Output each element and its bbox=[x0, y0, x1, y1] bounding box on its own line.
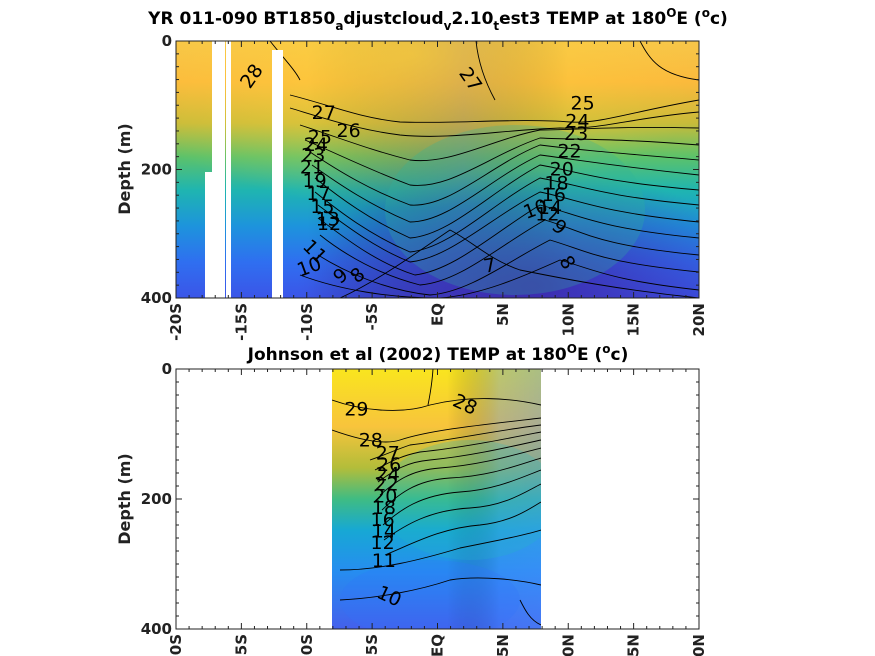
bottom-contour-label: 20 bbox=[373, 485, 397, 507]
top-contour-label: 25 bbox=[308, 126, 332, 148]
bottom-title: Johnson et al (2002) TEMP at 180OE (oc) bbox=[247, 342, 629, 365]
top-contour-label: 20 bbox=[550, 159, 574, 181]
bottom-contour-label: 26 bbox=[377, 454, 401, 476]
top-ylabel: Depth (m) bbox=[115, 123, 134, 215]
bottom-x-tick-label: 20N bbox=[690, 634, 708, 656]
bottom-contour-label: 14 bbox=[372, 521, 396, 543]
top-contour-label: 25 bbox=[571, 92, 595, 114]
top-x-tick-label: 10N bbox=[559, 303, 577, 336]
top-contours bbox=[269, 41, 699, 298]
top-x-tick-label: 20N bbox=[690, 303, 708, 336]
top-x-tick-label: EQ bbox=[429, 303, 447, 326]
bottom-x-tick-label: -15S bbox=[232, 634, 250, 656]
bottom-x-tick-label: 5N bbox=[494, 634, 512, 656]
bottom-x-tick-label: -10S bbox=[298, 634, 316, 656]
bottom-y-tick-label: 400 bbox=[141, 620, 172, 638]
top-contour-label: 23 bbox=[564, 123, 588, 145]
top-contour-label: 14 bbox=[538, 197, 562, 219]
top-x-tick-label: -15S bbox=[232, 303, 250, 341]
bottom-x-tick-label: 10N bbox=[559, 634, 577, 656]
bottom-y-tick-label: 0 bbox=[162, 360, 172, 378]
top-x-tick-label: -20S bbox=[167, 303, 185, 341]
top-x-tick-label: 15N bbox=[625, 303, 643, 336]
bottom-contour-label: 27 bbox=[376, 443, 400, 465]
bottom-y-tick-label: 200 bbox=[141, 490, 172, 508]
top-contour-label: 18 bbox=[544, 173, 568, 195]
top-x-tick-label: -10S bbox=[298, 303, 316, 341]
bottom-contour-label: 29 bbox=[344, 398, 368, 420]
top-contour-label: 16 bbox=[542, 184, 566, 206]
top-contour-label: 26 bbox=[336, 120, 360, 142]
bottom-x-tick-label: -20S bbox=[167, 634, 185, 656]
top-contour-label: 22 bbox=[557, 141, 581, 163]
top-y-tick-label: 200 bbox=[141, 161, 172, 179]
bottom-contour-label: 24 bbox=[376, 463, 400, 485]
top-x-tick-label: 5N bbox=[494, 303, 512, 326]
bottom-heatmap bbox=[332, 369, 541, 629]
top-contour-label: 27 bbox=[312, 102, 336, 124]
bottom-contour-label: 22 bbox=[374, 474, 398, 496]
bottom-contour-label: 28 bbox=[359, 430, 383, 452]
bottom-x-tick-label: -5S bbox=[363, 634, 381, 656]
top-contour-label: 24 bbox=[565, 110, 589, 132]
bottom-axes: -20S -15S -10S -5S EQ 5N 10N 15N 20N 0 200 400 bbox=[141, 360, 708, 656]
bottom-contour-label: 16 bbox=[370, 509, 394, 531]
top-contour-label: 19 bbox=[303, 170, 327, 192]
bottom-panel: Johnson et al (2002) TEMP at 180OE (oc) bbox=[115, 342, 708, 656]
bottom-contour-label: 18 bbox=[372, 497, 396, 519]
top-x-tick-label: -5S bbox=[363, 303, 381, 330]
top-contour-label: 24 bbox=[304, 134, 328, 156]
bottom-ylabel: Depth (m) bbox=[115, 453, 134, 545]
bottom-contours bbox=[332, 369, 541, 626]
bottom-contour-label: 11 bbox=[372, 550, 396, 572]
top-contour-label: 12 bbox=[535, 203, 559, 225]
bottom-contour-label: 12 bbox=[370, 532, 394, 554]
top-contour-label: 15 bbox=[310, 196, 334, 218]
top-heatmap bbox=[176, 41, 699, 298]
top-contour-label: 12 bbox=[317, 213, 341, 235]
top-contour-label: 7 bbox=[482, 254, 498, 278]
top-contour-label: 17 bbox=[306, 183, 330, 205]
top-panel: YR 011-090 BT1850adjustcloudv2.10test3 T… bbox=[115, 6, 728, 341]
top-contour-label: 13 bbox=[316, 209, 340, 231]
top-contour-label: 23 bbox=[301, 144, 325, 166]
top-title: YR 011-090 BT1850adjustcloudv2.10test3 T… bbox=[147, 6, 728, 33]
top-axes: -20S -15S -10S -5S EQ 5N 10N 15N 20N 0 200 400 bbox=[141, 32, 708, 341]
bottom-x-tick-label: 15N bbox=[625, 634, 643, 656]
top-y-tick-label: 400 bbox=[141, 289, 172, 307]
bottom-x-tick-label: EQ bbox=[429, 634, 447, 656]
top-contour-label: 21 bbox=[300, 157, 324, 179]
top-y-tick-label: 0 bbox=[162, 32, 172, 50]
